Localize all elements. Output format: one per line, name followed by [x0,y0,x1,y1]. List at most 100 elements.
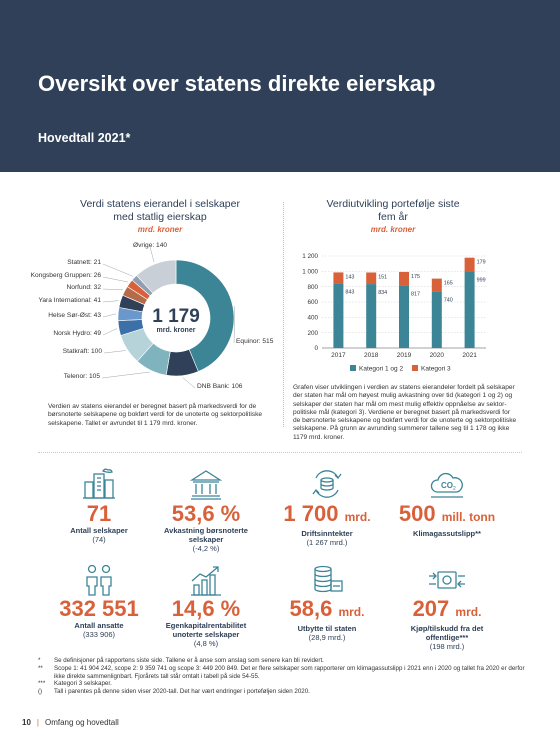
kpi-label: Antall selskaper [70,526,128,535]
y-tick-label: 800 [307,284,318,291]
page-title: Oversikt over statens direkte eierskap [38,71,436,96]
svg-text:CO: CO [441,481,453,490]
x-tick-label: 2017 [331,352,346,359]
bar-value-label: 843 [345,289,354,295]
bar-value-label: 151 [378,274,387,280]
pie-leader-line [102,276,129,283]
y-tick-label: 600 [307,299,318,306]
kpi-label: Utbytte til staten [297,624,357,633]
bar-kategori-3 [366,272,377,285]
y-tick-label: 200 [307,330,318,337]
kpi-label: Klimagassutslipp** [413,529,481,538]
pie-leader-line [149,246,155,263]
footnotes: * Se definisjoner på rapportens siste sid… [38,657,528,696]
kpi-label: Avkastning børsnoterte selskaper [164,526,248,544]
footnote: () Tall i parentes på denne siden viser 2… [38,688,310,696]
bar-value-label: 143 [345,274,354,280]
kpi-previous: (28,9 mrd.) [308,633,346,642]
pie-chart: Equinor: 515 DNB Bank: 106 Telenor: 105 Sta… [31,242,274,390]
pie-label: DNB Bank: 106 [197,383,243,390]
x-tick-label: 2019 [397,352,412,359]
buildings-icon [83,468,115,499]
pie-title: Verdi statens eierandel i selskaper med … [80,198,240,223]
pie-leader-line [102,300,119,303]
bar-description: Grafen viser utviklingen i verdien av st… [293,384,517,441]
kpi-value: 53,6 % [171,501,241,526]
bar-kategori-3 [333,272,344,284]
pie-leader-line [102,288,124,291]
pie-label: Kongsberg Gruppen: 26 [31,272,102,279]
bar-value-label: 834 [378,290,387,296]
header-banner [0,0,560,172]
pie-leader-line [102,328,118,336]
pie-label: Statnett: 21 [67,259,101,266]
kpi-companies: 71 Antall selskaper (74) [36,466,162,544]
kpi-value: 207 mrd. [412,596,482,621]
section-divider [283,202,284,427]
kpi-previous: (4,8 %) [193,639,219,648]
kpi-value: 71 [86,501,112,526]
kpi-previous: (1 267 mrd.) [306,538,348,547]
legend-label: Kategori 1 og 2 [359,366,403,373]
kpi-value: 332 551 [59,596,139,621]
pie-label: Helse Sør-Øst: 43 [48,312,101,319]
bar-kategori-3 [464,257,475,272]
bar-kategori-1-2 [464,271,475,348]
footnote: ** Scope 1: 41 904 242, scope 2: 9 359 74… [38,664,525,680]
y-tick-label: 400 [307,315,318,322]
kpi-value: 14,6 % [171,596,241,621]
pie-label: Øvrige: 140 [133,242,167,249]
kpi-previous: (-4,2 %) [192,544,220,553]
x-tick-label: 2021 [462,352,477,359]
kpi-dividends: 58,6 mrd. Utbytte til staten (28,9 mrd.) [264,563,390,642]
pie-label: Telenor: 105 [64,373,101,380]
pie-label: Yara International: 41 [38,297,101,304]
footnote: * Se definisjoner på rapportens siste sid… [38,657,324,664]
y-tick-label: 1 200 [302,253,318,260]
pie-label: Equinor: 515 [236,338,274,345]
bar-kategori-3 [399,271,409,286]
kpi-label: Egenkapitalrentabilitet unoterte selskap… [165,621,247,639]
pie-description: Verdien av statens eierandel er beregnet… [48,403,263,427]
pie-label: Statkraft: 100 [63,348,103,355]
kpi-label: Driftsinntekter [301,529,353,538]
bar-kategori-3 [431,278,442,292]
pie-slice [175,259,235,372]
kpi-value: 1 700 mrd. [283,501,371,526]
bar-value-label: 179 [477,260,486,266]
bar-kategori-1-2 [366,284,377,348]
pie-leader-line [103,350,126,354]
exchange-icon [429,571,465,589]
kpi-separator [38,452,522,453]
pie-leader-line [233,306,236,344]
x-tick-label: 2018 [364,352,379,359]
kpi-previous: (333 906) [82,630,116,639]
page-number: 10 [22,718,31,727]
pie-leader-line [102,313,117,318]
bar-kategori-1-2 [333,283,344,348]
bar-value-label: 175 [411,274,420,280]
page-footer: 10 | Omfang og hovedtall [22,718,119,727]
pie-center-value: 1 179 [152,306,200,327]
legend-label: Kategori 3 [421,366,451,373]
co2-cloud-icon: CO 2 [430,472,463,498]
people-icon [86,564,112,596]
bar-kategori-1-2 [399,285,409,348]
svg-text:2: 2 [453,486,456,492]
bar-value-label: 999 [477,277,486,283]
bar-chart: 0 200 400 600 800 1 000 1 200 843 143 2017 834 151 2… [302,253,486,373]
pie-leader-line [102,263,133,277]
kpi-emissions: CO 2 500 mill. tonn Klimagassutslipp** [384,466,510,538]
footnote: *** Kategori 3 selskaper. [38,680,112,688]
pie-unit: mrd. kroner [137,225,183,234]
page-subtitle: Hovedtall 2021* [38,131,131,145]
pie-label: Norfund: 32 [67,284,102,291]
bar-value-label: 740 [444,297,453,303]
pie-leader-line [182,377,196,389]
kpi-previous: (198 mrd.) [429,642,465,651]
pie-leader-line [101,371,150,379]
legend-swatch [350,365,356,371]
kpi-employees: 332 551 Antall ansatte (333 906) [36,563,162,639]
kpi-return-listed: 53,6 % Avkastning børsnoterte selskaper … [143,466,269,553]
bar-value-label: 817 [411,291,420,297]
